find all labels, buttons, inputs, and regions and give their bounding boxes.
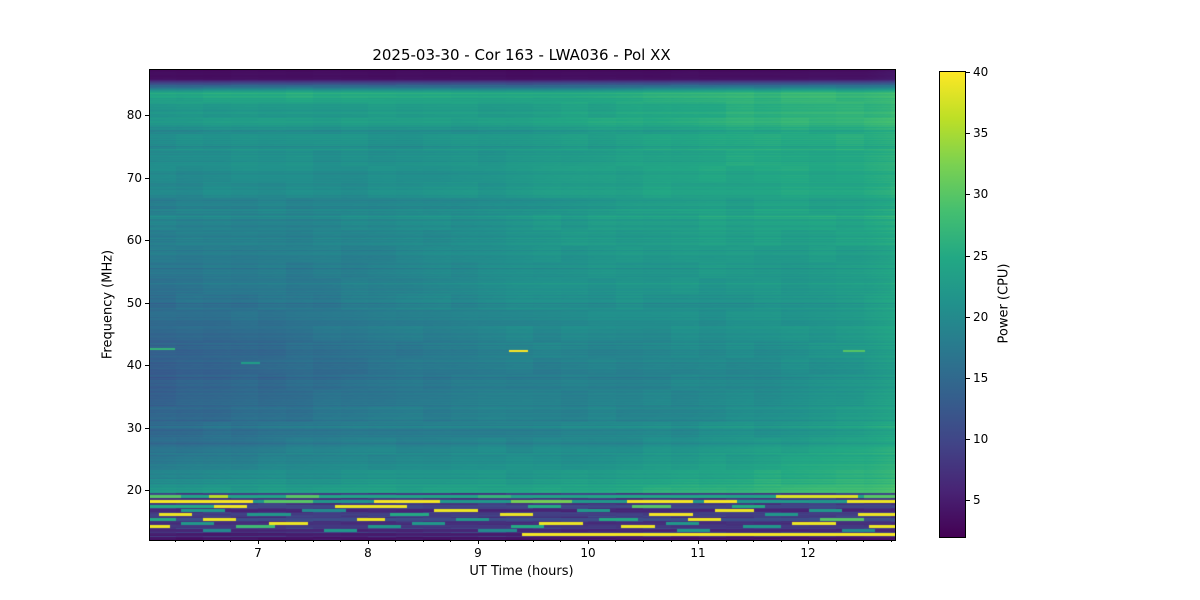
y-axis-label: Frequency (MHz) — [100, 249, 116, 360]
x-minor-tick — [313, 540, 314, 542]
x-minor-tick — [505, 540, 506, 542]
x-tick-label: 12 — [800, 546, 816, 560]
colorbar-tick — [966, 72, 970, 73]
colorbar — [939, 71, 966, 538]
colorbar-tick — [966, 439, 970, 440]
x-minor-tick — [781, 540, 782, 542]
y-major-tick — [145, 178, 149, 179]
colorbar-tick-label: 35 — [973, 126, 989, 140]
x-tick-label: 10 — [580, 546, 596, 560]
x-minor-tick — [533, 540, 534, 542]
x-minor-tick — [203, 540, 204, 542]
x-minor-tick — [753, 540, 754, 542]
y-major-tick — [145, 490, 149, 491]
y-major-tick — [145, 365, 149, 366]
x-major-tick — [698, 540, 699, 544]
x-minor-tick — [726, 540, 727, 542]
x-minor-tick — [230, 540, 231, 542]
colorbar-tick — [966, 194, 970, 195]
y-tick-label: 80 — [126, 108, 142, 122]
x-minor-tick — [450, 540, 451, 542]
x-minor-tick — [340, 540, 341, 542]
x-major-tick — [368, 540, 369, 544]
x-tick-label: 7 — [254, 546, 262, 560]
x-minor-tick — [285, 540, 286, 542]
x-tick-label: 8 — [364, 546, 372, 560]
x-tick-label: 9 — [474, 546, 482, 560]
y-tick-label: 60 — [126, 233, 142, 247]
colorbar-tick — [966, 256, 970, 257]
y-major-tick — [145, 303, 149, 304]
y-major-tick — [145, 240, 149, 241]
y-tick-label: 40 — [126, 358, 142, 372]
colorbar-tick-label: 30 — [973, 187, 989, 201]
x-minor-tick — [615, 540, 616, 542]
x-minor-tick — [863, 540, 864, 542]
y-tick-label: 20 — [126, 483, 142, 497]
x-minor-tick — [560, 540, 561, 542]
y-tick-label: 50 — [126, 296, 142, 310]
x-major-tick — [478, 540, 479, 544]
colorbar-tick — [966, 500, 970, 501]
colorbar-label: Power (CPU) — [996, 263, 1012, 344]
x-axis-label: UT Time (hours) — [469, 564, 574, 579]
x-minor-tick — [671, 540, 672, 542]
colorbar-tick — [966, 133, 970, 134]
y-tick-label: 70 — [126, 171, 142, 185]
x-minor-tick — [175, 540, 176, 542]
colorbar-tick-label: 15 — [973, 371, 989, 385]
x-major-tick — [258, 540, 259, 544]
y-major-tick — [145, 115, 149, 116]
x-major-tick — [588, 540, 589, 544]
colorbar-tick-label: 20 — [973, 310, 989, 324]
spectrogram-plot — [149, 69, 896, 541]
y-tick-label: 30 — [126, 421, 142, 435]
colorbar-tick-label: 40 — [973, 65, 989, 79]
chart-title: 2025-03-30 - Cor 163 - LWA036 - Pol XX — [372, 46, 671, 64]
colorbar-tick-label: 25 — [973, 249, 989, 263]
x-minor-tick — [891, 540, 892, 542]
colorbar-tick-label: 10 — [973, 432, 989, 446]
x-major-tick — [808, 540, 809, 544]
x-minor-tick — [395, 540, 396, 542]
colorbar-tick — [966, 317, 970, 318]
colorbar-gradient — [940, 72, 965, 537]
x-minor-tick — [423, 540, 424, 542]
spectrogram-canvas — [150, 70, 895, 540]
x-minor-tick — [643, 540, 644, 542]
colorbar-tick — [966, 378, 970, 379]
colorbar-tick-label: 5 — [973, 493, 981, 507]
y-major-tick — [145, 428, 149, 429]
x-minor-tick — [836, 540, 837, 542]
x-tick-label: 11 — [690, 546, 706, 560]
